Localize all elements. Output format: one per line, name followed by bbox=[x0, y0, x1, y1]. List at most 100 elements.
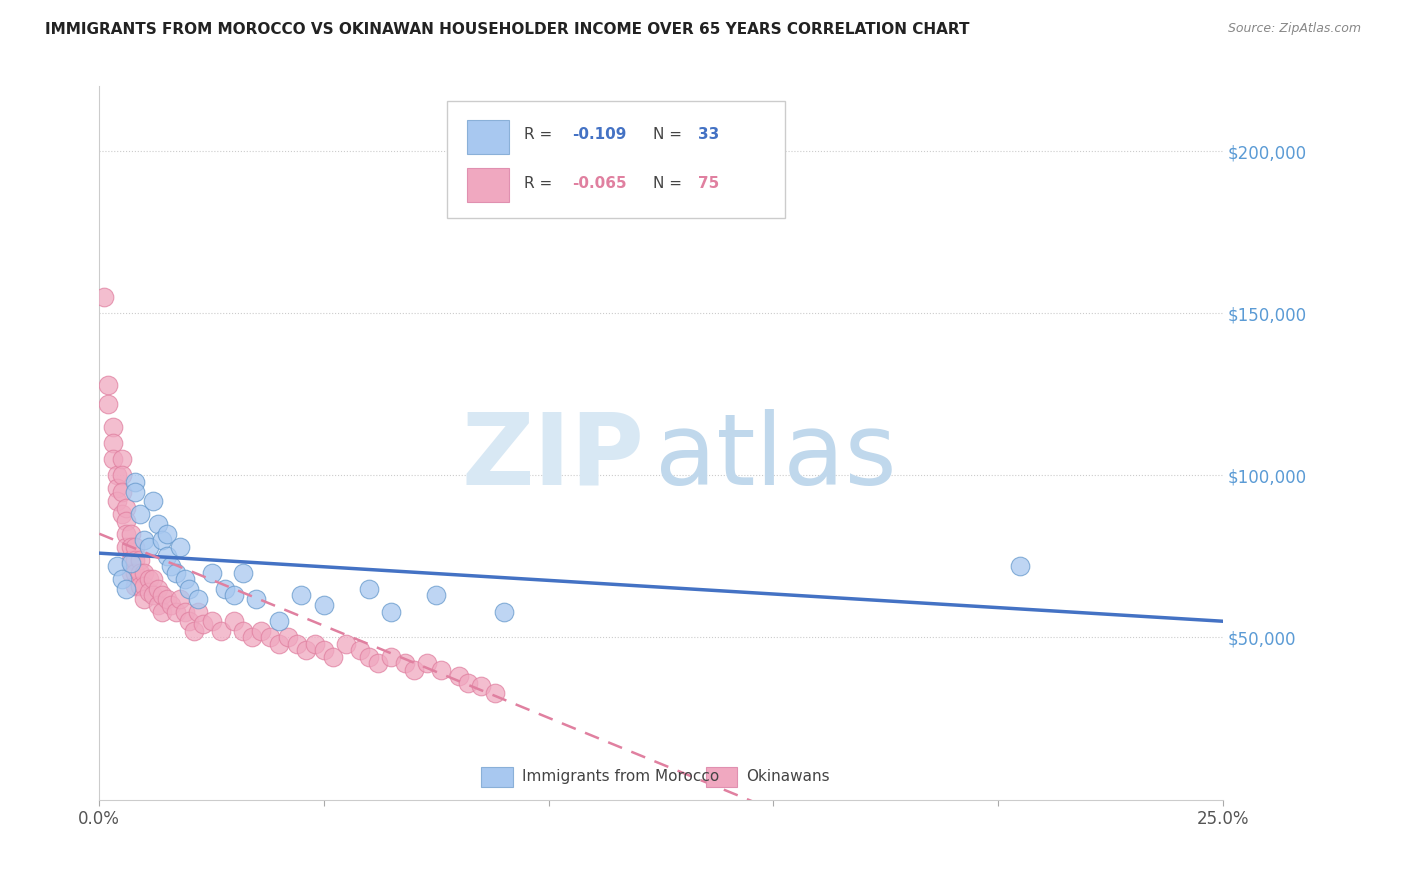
Text: R =: R = bbox=[524, 127, 557, 142]
Point bbox=[285, 637, 308, 651]
Text: Okinawans: Okinawans bbox=[747, 769, 830, 784]
Point bbox=[367, 657, 389, 671]
Point bbox=[267, 614, 290, 628]
Point bbox=[101, 419, 124, 434]
Point bbox=[209, 624, 232, 638]
Point bbox=[240, 631, 263, 645]
Point bbox=[146, 582, 169, 596]
Point bbox=[312, 598, 335, 612]
Point bbox=[402, 663, 425, 677]
Point bbox=[124, 578, 146, 592]
Point bbox=[105, 481, 128, 495]
Point bbox=[416, 657, 439, 671]
Point bbox=[492, 605, 515, 619]
Point bbox=[349, 643, 371, 657]
Point bbox=[120, 566, 142, 580]
Point bbox=[222, 614, 245, 628]
Text: N =: N = bbox=[652, 127, 688, 142]
Point bbox=[115, 582, 138, 596]
Point bbox=[484, 685, 506, 699]
Point bbox=[138, 585, 160, 599]
Point bbox=[169, 591, 191, 606]
Point bbox=[250, 624, 273, 638]
Text: ZIP: ZIP bbox=[461, 409, 644, 506]
Point bbox=[191, 617, 214, 632]
Text: -0.109: -0.109 bbox=[572, 127, 627, 142]
Point bbox=[146, 516, 169, 531]
Point bbox=[111, 468, 134, 483]
Point bbox=[187, 591, 209, 606]
Point bbox=[160, 598, 183, 612]
Point bbox=[124, 540, 146, 554]
Point bbox=[105, 559, 128, 574]
Point bbox=[111, 508, 134, 522]
Point bbox=[150, 533, 173, 548]
FancyBboxPatch shape bbox=[467, 168, 509, 202]
Point bbox=[120, 556, 142, 570]
Text: Immigrants from Morocco: Immigrants from Morocco bbox=[522, 769, 718, 784]
Point bbox=[380, 605, 402, 619]
Point bbox=[173, 605, 195, 619]
Point bbox=[134, 533, 156, 548]
Point bbox=[267, 637, 290, 651]
FancyBboxPatch shape bbox=[467, 120, 509, 154]
Point bbox=[101, 452, 124, 467]
Point bbox=[470, 679, 492, 693]
Text: Source: ZipAtlas.com: Source: ZipAtlas.com bbox=[1227, 22, 1361, 36]
Point bbox=[222, 588, 245, 602]
Point bbox=[165, 566, 187, 580]
Point bbox=[111, 484, 134, 499]
Text: N =: N = bbox=[652, 176, 688, 191]
Point bbox=[156, 526, 179, 541]
Text: R =: R = bbox=[524, 176, 557, 191]
Point bbox=[105, 468, 128, 483]
Point bbox=[187, 605, 209, 619]
Point bbox=[277, 631, 299, 645]
Point bbox=[101, 436, 124, 450]
Point bbox=[128, 552, 150, 566]
Text: atlas: atlas bbox=[655, 409, 897, 506]
Text: 33: 33 bbox=[697, 127, 720, 142]
Point bbox=[200, 614, 222, 628]
Point bbox=[214, 582, 236, 596]
Point bbox=[169, 540, 191, 554]
Point bbox=[120, 540, 142, 554]
Point bbox=[380, 649, 402, 664]
Point bbox=[142, 572, 165, 586]
Point bbox=[322, 649, 344, 664]
Point bbox=[105, 494, 128, 508]
Point bbox=[232, 566, 254, 580]
Point bbox=[447, 669, 470, 683]
Point bbox=[357, 649, 380, 664]
Point bbox=[165, 605, 187, 619]
Point bbox=[183, 624, 205, 638]
Text: 75: 75 bbox=[697, 176, 720, 191]
Point bbox=[232, 624, 254, 638]
Point bbox=[357, 582, 380, 596]
Point bbox=[134, 566, 156, 580]
Point bbox=[124, 552, 146, 566]
Point bbox=[200, 566, 222, 580]
Point bbox=[93, 290, 115, 304]
Point bbox=[120, 552, 142, 566]
Point bbox=[429, 663, 451, 677]
Point bbox=[124, 566, 146, 580]
Point bbox=[173, 572, 195, 586]
Point bbox=[177, 582, 200, 596]
Point bbox=[146, 598, 169, 612]
Point bbox=[115, 540, 138, 554]
Point bbox=[312, 643, 335, 657]
Point bbox=[138, 540, 160, 554]
Point bbox=[290, 588, 312, 602]
Point bbox=[1010, 559, 1032, 574]
Point bbox=[111, 452, 134, 467]
Point bbox=[120, 526, 142, 541]
Point bbox=[124, 484, 146, 499]
Point bbox=[245, 591, 267, 606]
Point bbox=[134, 578, 156, 592]
Point bbox=[115, 526, 138, 541]
Point bbox=[457, 675, 479, 690]
FancyBboxPatch shape bbox=[481, 767, 513, 787]
Point bbox=[177, 614, 200, 628]
FancyBboxPatch shape bbox=[706, 767, 737, 787]
